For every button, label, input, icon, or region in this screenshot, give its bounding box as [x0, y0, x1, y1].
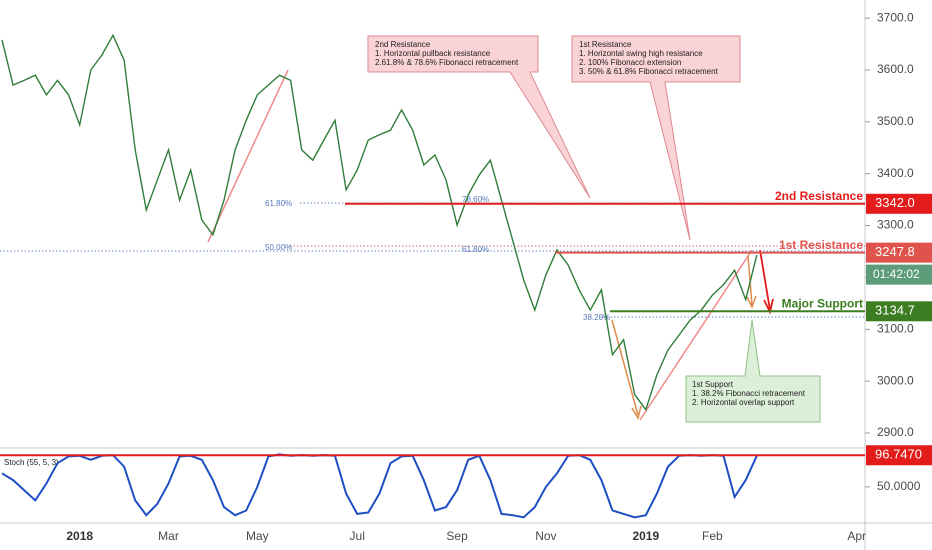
callout-title: 2nd Resistance: [375, 40, 431, 49]
callout-title: 1st Support: [692, 380, 734, 389]
trend-line: [207, 69, 289, 243]
price-badge: [866, 242, 932, 263]
series-line: [1, 33, 758, 412]
x-tick-label: Apr: [847, 529, 866, 543]
arrow-head: [746, 295, 757, 309]
price-badge: [866, 193, 932, 214]
price-badge-label: 3134.7: [875, 303, 915, 318]
arrow-head: [631, 405, 642, 420]
y-tick-label: 3400.0: [877, 166, 914, 180]
x-tick-label: 2019: [632, 529, 659, 543]
y-tick-label: 2900.0: [877, 425, 914, 439]
callout-line: 1. Horizontal pullback resistance: [375, 49, 491, 58]
y-tick-label: 3500.0: [877, 114, 914, 128]
price-badge: [866, 445, 932, 466]
trend-line: [639, 249, 753, 421]
price-badge: [866, 301, 932, 322]
callout-line: 1. 38.2% Fibonacci retracement: [692, 389, 806, 398]
x-tick-label: Sep: [446, 529, 468, 543]
callout: 1st Support 1. 38.2% Fibonacci retraceme…: [685, 319, 821, 423]
callout-line: 3. 50% & 61.8% Fibonacci retracement: [579, 67, 719, 76]
callout-line: 2. 100% Fibonacci extension: [579, 58, 681, 67]
callout-box: [685, 319, 821, 423]
callout-box: [367, 35, 591, 199]
x-tick-label: Nov: [535, 529, 556, 543]
y-tick-label: 3300.0: [877, 218, 914, 232]
callout-line: 2.61.8% & 78.6% Fibonacci retracement: [375, 58, 519, 67]
y-tick-label: 3700.0: [877, 10, 914, 24]
y-tick-label: 50.0000: [877, 479, 921, 493]
fib-label: 78.60%: [462, 195, 489, 204]
x-tick-label: 2018: [66, 529, 93, 543]
x-tick-label: Feb: [702, 529, 723, 543]
arrow: [759, 249, 771, 311]
callout-box: [571, 35, 741, 241]
y-tick-label: 3000.0: [877, 373, 914, 387]
y-tick-label: 3100.0: [877, 321, 914, 335]
level-name: 1st Resistance: [779, 238, 863, 252]
fib-label: 61.80%: [462, 245, 489, 254]
price-badge-label: 3247.8: [875, 244, 915, 259]
level-name: 2nd Resistance: [775, 189, 863, 203]
countdown: 01:42:02: [873, 267, 920, 281]
y-tick-label: 3600.0: [877, 62, 914, 76]
fib-label: 38.20%: [583, 313, 610, 322]
x-tick-label: Mar: [158, 529, 179, 543]
callout-line: 2. Horizontal overlap support: [692, 398, 795, 407]
price-badge-label: 3342.0: [875, 195, 915, 210]
pane-title: Stoch (55, 5, 3): [4, 458, 59, 467]
x-tick-label: Jul: [350, 529, 365, 543]
callout: 1st Resistance 1. Horizontal swing high …: [571, 35, 741, 241]
x-tick-label: May: [246, 529, 269, 543]
price-badge-label: 96.7470: [875, 447, 922, 462]
fib-label: 50.00%: [265, 243, 292, 252]
arrow: [611, 319, 639, 416]
level-name: Major Support: [782, 296, 863, 310]
callout-line: 1. Horizontal swing high resistance: [579, 49, 703, 58]
callout-title: 1st Resistance: [579, 40, 632, 49]
fib-label: 61.80%: [265, 199, 292, 208]
series-line: [1, 453, 758, 519]
callout: 2nd Resistance 1. Horizontal pullback re…: [367, 35, 591, 199]
countdown-badge: [866, 264, 932, 285]
